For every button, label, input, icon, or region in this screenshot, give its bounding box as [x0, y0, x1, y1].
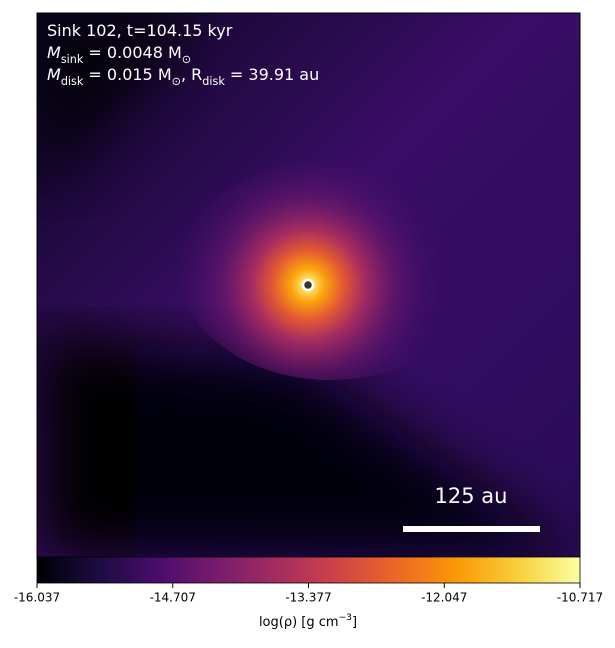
tick-label: -14.707 [150, 591, 196, 605]
density-map [37, 13, 580, 557]
text-run: , R [181, 65, 202, 84]
sink-marker [301, 278, 315, 292]
subscript: disk [61, 75, 84, 88]
text-run: = 0.015 M [83, 65, 171, 84]
text-run: = 39.91 au [225, 65, 319, 84]
tick-label: -13.377 [285, 591, 331, 605]
annotation: Msink = 0.0048 M⊙ [47, 43, 191, 66]
colorbar [36, 556, 581, 584]
subscript: disk [202, 75, 225, 88]
text-run: Sink 102, t=104.15 kyr [47, 21, 233, 40]
annotation: Mdisk = 0.015 M⊙, Rdisk = 39.91 au [47, 65, 319, 88]
tick-label: -10.717 [557, 591, 603, 605]
scale-bar-label: 125 au [435, 484, 508, 508]
colorbar-label: log(ρ) [g cm−3] [259, 613, 357, 630]
annotation: Sink 102, t=104.15 kyr [47, 21, 233, 40]
scale-bar [403, 526, 540, 532]
subscript: ⊙ [172, 75, 181, 88]
tick-label: -12.047 [421, 591, 467, 605]
text-run: log(ρ) [g cm [259, 615, 339, 630]
colorbar-ticks: -16.037 -14.707 -13.377 -12.047 -10.717 [14, 583, 603, 605]
text-run: ] [352, 615, 357, 630]
subscript: ⊙ [182, 53, 191, 66]
text-run: M [47, 43, 61, 62]
subscript: sink [61, 53, 84, 66]
text-run: = 0.0048 M [83, 43, 181, 62]
tick-label: -16.037 [14, 591, 60, 605]
text-run: M [47, 65, 61, 84]
superscript: −3 [339, 613, 353, 623]
